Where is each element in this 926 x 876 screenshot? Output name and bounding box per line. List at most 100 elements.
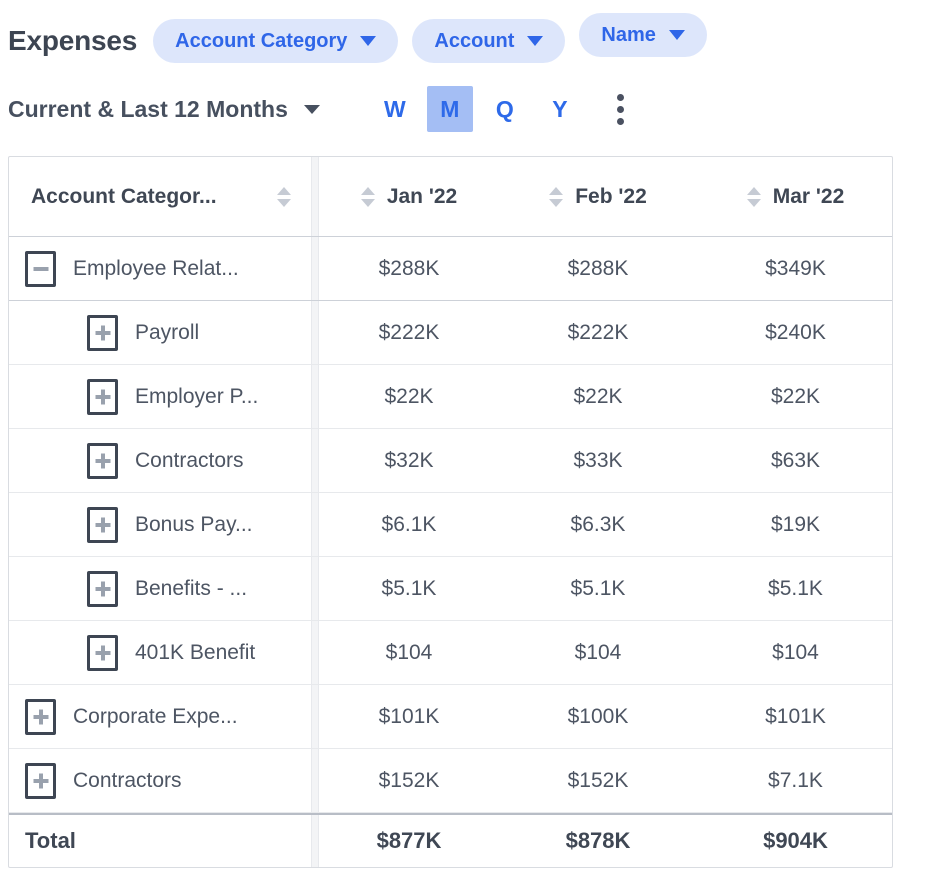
expand-toggle-icon[interactable] [87,442,118,479]
value-cell: $104 [772,640,819,664]
group-pill-account-category[interactable]: Account Category [153,19,399,63]
column-header-label: Feb '22 [575,184,647,208]
row-label-cell: 401K Benefit [9,621,311,684]
expand-toggle-icon[interactable] [87,314,118,351]
value-cell: $222K [567,320,629,344]
value-cell: $5.1K [768,576,823,600]
value-cell: $101K [378,704,440,728]
period-button-q[interactable]: Q [482,86,528,132]
group-pill-name[interactable]: Name [579,13,707,57]
row-label: Payroll [135,320,200,344]
sort-down-arrow-icon [549,198,564,207]
table-row[interactable]: Employer P... $22K $22K $22K [9,365,892,429]
value-cell: $349K [765,256,826,280]
frozen-column-gutter [311,237,319,300]
column-header-jan-22[interactable]: Jan '22 [319,157,499,236]
report-header: Expenses Account Category Account Name [8,13,926,66]
value-cell: $100K [567,704,629,728]
sort-down-arrow-icon [360,198,375,207]
sort-down-arrow-icon [277,198,291,207]
frozen-column-gutter [311,749,319,812]
expand-toggle-icon[interactable] [25,698,56,735]
date-range-label: Current & Last 12 Months [8,95,288,122]
frozen-column-gutter [311,157,319,236]
expand-toggle-icon[interactable] [87,634,118,671]
table-row[interactable]: Employee Relat... $288K $288K $349K [9,237,892,301]
chevron-down-icon [303,104,320,114]
total-value-cell: $877K [376,828,442,853]
row-label: 401K Benefit [135,640,256,664]
toggle-glyph-bar [100,389,105,404]
frozen-column-gutter [311,493,319,556]
expand-toggle-icon[interactable] [87,506,118,543]
total-label: Total [25,828,76,853]
period-button-y[interactable]: Y [537,86,583,132]
page-title: Expenses [8,25,138,56]
column-header-label: Mar '22 [772,184,845,208]
value-cell: $33K [573,448,623,472]
frozen-column-gutter [311,429,319,492]
row-label: Employee Relat... [73,256,239,280]
total-value-cell: $904K [763,828,828,853]
row-label: Contractors [73,768,182,792]
kebab-menu-icon[interactable] [609,90,632,129]
chevron-down-icon [527,36,544,46]
value-cell: $240K [765,320,826,344]
column-header-mar-22[interactable]: Mar '22 [697,157,894,236]
table-row[interactable]: Contractors $32K $33K $63K [9,429,892,493]
row-label-cell: Contractors [9,749,311,812]
table-row[interactable]: Contractors $152K $152K $7.1K [9,749,892,813]
value-cell: $7.1K [768,768,823,792]
sort-icon[interactable] [277,186,291,207]
table-row[interactable]: Payroll $222K $222K $240K [9,301,892,365]
table-header-row: Account Categor... Jan '22 Feb '22 Mar '22 [9,157,892,237]
sort-up-arrow-icon [360,186,375,195]
value-cell: $6.1K [381,512,437,536]
row-label: Contractors [135,448,244,472]
group-pill-label: Account [434,29,515,52]
expand-toggle-icon[interactable] [87,570,118,607]
group-pill-account[interactable]: Account [412,19,566,63]
period-button-w[interactable]: W [372,86,418,132]
row-label: Bonus Pay... [135,512,253,536]
value-cell: $6.3K [570,512,626,536]
table-row[interactable]: Corporate Expe... $101K $100K $101K [9,685,892,749]
toggle-glyph-bar [100,645,105,660]
value-cell: $152K [378,768,440,792]
value-cell: $152K [567,768,629,792]
value-cell: $101K [765,704,826,728]
collapse-toggle-icon[interactable] [25,250,56,287]
sort-icon[interactable] [360,186,375,207]
toggle-glyph-bar [100,517,105,532]
kebab-dot [616,93,624,101]
period-button-m[interactable]: M [426,86,473,132]
frozen-column-gutter [311,557,319,620]
sort-icon[interactable] [746,186,761,207]
frozen-column-gutter [311,301,319,364]
table-row[interactable]: Bonus Pay... $6.1K $6.3K $19K [9,493,892,557]
expand-toggle-icon[interactable] [25,762,56,799]
chevron-down-icon [360,36,377,46]
expand-toggle-icon[interactable] [87,378,118,415]
total-value-cell: $878K [565,828,631,853]
row-label: Corporate Expe... [73,704,238,728]
value-cell: $63K [770,448,821,472]
value-cell: $32K [384,448,434,472]
row-label-cell: Contractors [9,429,311,492]
value-cell: $22K [384,384,434,408]
sort-up-arrow-icon [277,186,291,195]
value-cell: $5.1K [570,576,626,600]
row-label-cell: Employee Relat... [9,237,311,300]
table-row[interactable]: Benefits - ... $5.1K $5.1K $5.1K [9,557,892,621]
table-row[interactable]: 401K Benefit $104 $104 $104 [9,621,892,685]
chevron-down-icon [668,30,685,40]
column-header-account-categor[interactable]: Account Categor... [9,157,311,236]
row-label-cell: Corporate Expe... [9,685,311,748]
date-range-dropdown[interactable]: Current & Last 12 Months [8,96,320,123]
value-cell: $104 [385,640,433,664]
column-header-feb-22[interactable]: Feb '22 [499,157,697,236]
sort-icon[interactable] [549,186,564,207]
